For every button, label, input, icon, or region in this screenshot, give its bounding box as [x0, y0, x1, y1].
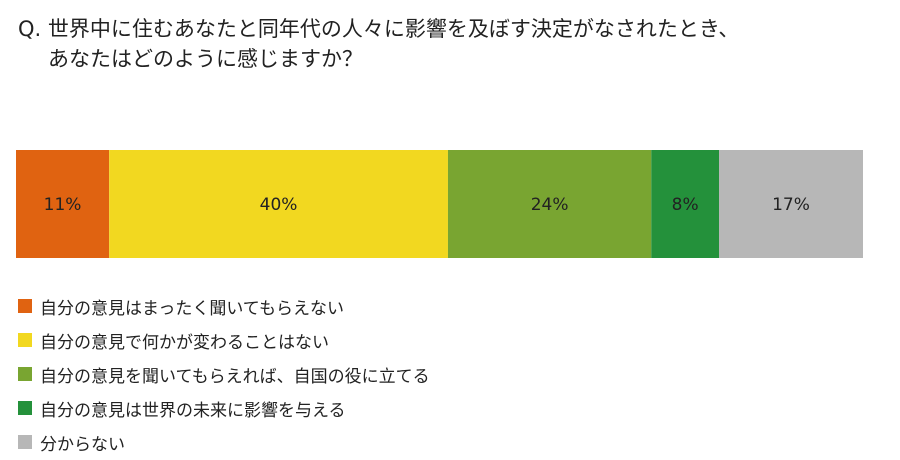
- legend-swatch-5: [18, 435, 32, 449]
- legend-label-1: 自分の意見はまったく聞いてもらえない: [40, 298, 344, 319]
- legend-item-5: 分からない: [18, 425, 430, 459]
- stacked-bar-chart: 11% 40% 24% 8% 17%: [16, 150, 863, 258]
- bar-segment-2: [109, 150, 448, 258]
- question-line-2: あなたはどのように感じますか？: [48, 47, 363, 71]
- chart-legend: 自分の意見はまったく聞いてもらえない 自分の意見で何かが変わることはない 自分の意見…: [18, 289, 430, 459]
- legend-label-5: 分からない: [40, 434, 125, 455]
- legend-label-3: 自分の意見を聞いてもらえれば、自国の役に立てる: [40, 366, 430, 387]
- bar-data-label-5: 17%: [772, 195, 810, 215]
- bar-data-label-3: 24%: [531, 195, 569, 215]
- bar-segment-1: [16, 150, 110, 258]
- legend-item-1: 自分の意見はまったく聞いてもらえない: [18, 289, 430, 323]
- legend-label-4: 自分の意見は世界の未来に影響を与える: [40, 400, 346, 421]
- bar-segment-5: [719, 150, 863, 258]
- question-text: Q. 世界中に住むあなたと同年代の人々に影響を及ぼす決定がなされたとき、 あなた…: [18, 14, 888, 74]
- bar-data-label-4: 8%: [672, 195, 699, 215]
- bar-segment-4: [651, 150, 720, 258]
- legend-swatch-1: [18, 299, 32, 313]
- legend-item-3: 自分の意見を聞いてもらえれば、自国の役に立てる: [18, 357, 430, 391]
- question-line-1: Q. 世界中に住むあなたと同年代の人々に影響を及ぼす決定がなされたとき、: [18, 17, 740, 41]
- legend-swatch-4: [18, 401, 32, 415]
- bar-data-label-2: 40%: [260, 195, 298, 215]
- bar-segment-3: [447, 150, 652, 258]
- bar-data-label-1: 11%: [44, 195, 82, 215]
- legend-item-4: 自分の意見は世界の未来に影響を与える: [18, 391, 430, 425]
- legend-swatch-3: [18, 367, 32, 381]
- legend-label-2: 自分の意見で何かが変わることはない: [40, 332, 329, 353]
- legend-swatch-2: [18, 333, 32, 347]
- legend-item-2: 自分の意見で何かが変わることはない: [18, 323, 430, 357]
